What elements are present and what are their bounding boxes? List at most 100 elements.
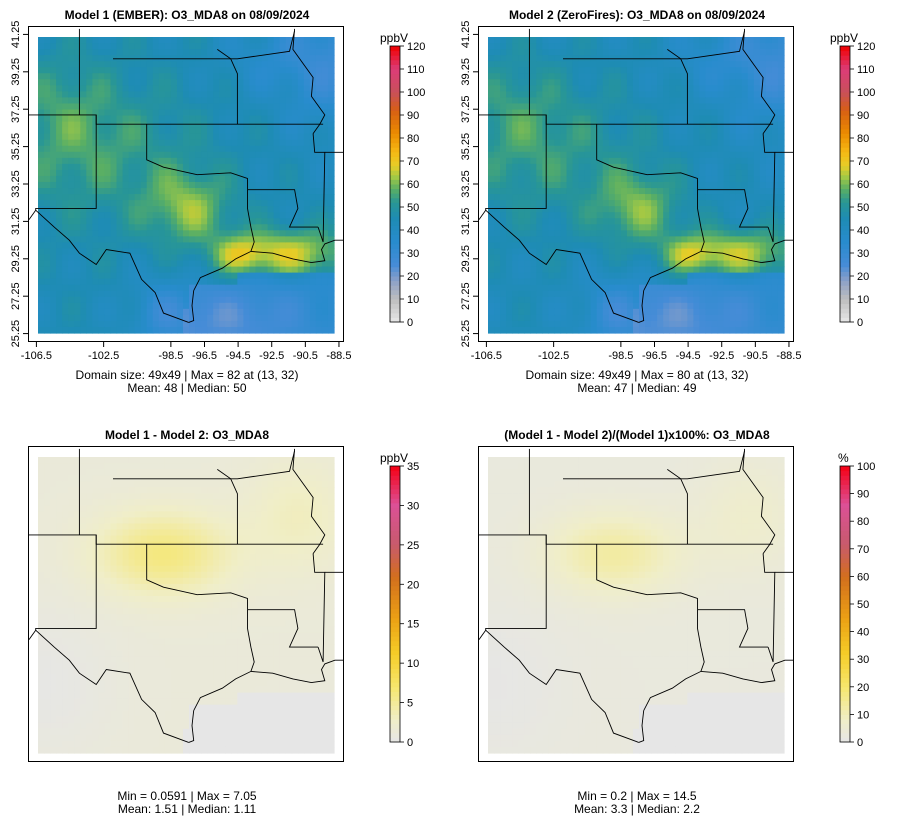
heatmap-cell <box>729 175 737 183</box>
heatmap-cell <box>267 139 275 147</box>
heatmap-cell <box>530 272 537 280</box>
heatmap-cell <box>176 151 184 159</box>
heatmap-cell <box>566 320 574 328</box>
heatmap-cell <box>176 278 184 286</box>
heatmap-cell <box>279 97 287 105</box>
heatmap-cell <box>279 218 287 225</box>
heatmap-cell <box>699 206 707 213</box>
heatmap-cell <box>182 290 190 298</box>
y-tick-label: 31.25 <box>10 208 22 236</box>
heatmap-cell <box>741 109 749 117</box>
heatmap-cell <box>554 308 562 316</box>
heatmap-cell <box>146 109 154 117</box>
heatmap-cell <box>518 37 525 44</box>
heatmap-cell <box>243 103 251 111</box>
heatmap-cell <box>279 91 287 99</box>
heatmap-cell <box>92 200 100 207</box>
heatmap-cell <box>122 61 130 68</box>
heatmap-cell <box>512 157 519 165</box>
heatmap-cell <box>38 61 45 68</box>
heatmap-cell <box>632 37 640 44</box>
heatmap-cell <box>717 151 725 159</box>
heatmap-cell <box>110 290 118 298</box>
heatmap-cell <box>74 260 81 268</box>
heatmap-cell <box>596 236 604 243</box>
heatmap-cell <box>303 175 311 183</box>
heatmap-cell <box>590 37 598 44</box>
heatmap-cell <box>494 266 501 274</box>
heatmap-cell <box>500 212 507 219</box>
heatmap-cell <box>639 67 646 74</box>
heatmap-cell <box>80 151 87 159</box>
heatmap-cell <box>207 151 214 159</box>
heatmap-cell <box>62 266 69 274</box>
heatmap-cell <box>140 121 148 129</box>
heatmap-cell <box>128 109 136 117</box>
heatmap-cell <box>717 43 725 50</box>
heatmap-cell <box>651 157 658 165</box>
heatmap-cell <box>170 200 178 207</box>
heatmap-cell <box>777 67 785 74</box>
heatmap-cell <box>626 181 634 189</box>
heatmap-cell <box>500 169 507 177</box>
heatmap-cell <box>80 181 87 189</box>
heatmap-cell <box>291 254 299 262</box>
heatmap-cell <box>717 200 725 207</box>
heatmap-cell <box>759 320 767 328</box>
heatmap-cell <box>140 127 148 135</box>
heatmap-cell <box>62 151 69 159</box>
heatmap-cell <box>140 91 148 99</box>
heatmap-cell <box>632 175 640 183</box>
heatmap-cell <box>651 296 658 304</box>
heatmap-cell <box>189 230 196 237</box>
heatmap-cell <box>116 139 124 147</box>
heatmap-cell <box>315 212 323 219</box>
heatmap-cell <box>548 133 556 141</box>
heatmap-cell <box>560 218 568 225</box>
heatmap-cell <box>213 260 220 268</box>
heatmap-cell <box>170 224 178 231</box>
x-tick-label: -94.5 <box>226 350 251 362</box>
heatmap-cell <box>530 248 537 256</box>
heatmap-cell <box>614 218 622 225</box>
heatmap-cell <box>104 278 112 286</box>
heatmap-cell <box>596 266 604 274</box>
heatmap-cell <box>327 121 335 129</box>
heatmap-cell <box>500 85 507 92</box>
heatmap-cell <box>536 73 543 80</box>
heatmap-cell <box>687 260 694 268</box>
heatmap-cell <box>500 127 507 135</box>
heatmap-cell <box>50 296 57 304</box>
heatmap-cell <box>207 91 214 99</box>
heatmap-cell <box>500 284 507 292</box>
heatmap-cell <box>548 157 556 165</box>
heatmap-cell <box>729 278 737 286</box>
heatmap-cell <box>578 67 586 74</box>
heatmap-cell <box>572 320 580 328</box>
heatmap-cell <box>590 181 598 189</box>
heatmap-cell <box>639 61 646 68</box>
heatmap-cell <box>705 73 713 80</box>
heatmap-cell <box>231 127 238 135</box>
heatmap-cell <box>104 157 112 165</box>
heatmap-cell <box>741 320 749 328</box>
heatmap-cell <box>164 242 172 250</box>
heatmap-cell <box>255 151 263 159</box>
heatmap-cell <box>687 61 694 68</box>
heatmap-cell <box>584 296 592 304</box>
heatmap-cell <box>44 103 51 111</box>
heatmap-cell <box>74 296 81 304</box>
heatmap-cell <box>327 248 335 256</box>
heatmap-cell <box>297 139 305 147</box>
heatmap-cell <box>536 43 543 50</box>
heatmap-cell <box>38 308 45 316</box>
heatmap-cell <box>669 242 676 250</box>
heatmap-cell <box>614 103 622 111</box>
heatmap-cell <box>273 73 281 80</box>
heatmap-cell <box>651 145 658 153</box>
heatmap-cell <box>291 169 299 177</box>
heatmap-cell <box>122 284 130 292</box>
heatmap-cell <box>548 230 556 237</box>
heatmap-cell <box>753 145 761 153</box>
heatmap-cell <box>663 37 670 44</box>
